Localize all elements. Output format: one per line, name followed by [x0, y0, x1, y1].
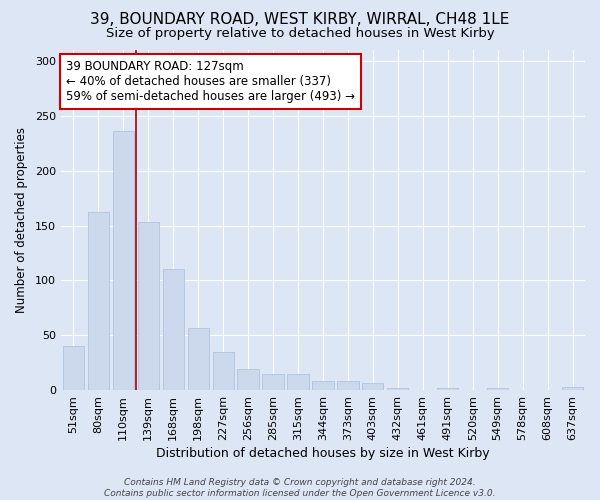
Bar — [262, 374, 284, 390]
Bar — [437, 388, 458, 390]
Bar — [212, 352, 234, 390]
Bar — [313, 382, 334, 390]
Bar — [63, 346, 84, 390]
Bar — [562, 387, 583, 390]
Bar — [113, 131, 134, 390]
Bar — [88, 212, 109, 390]
Bar — [238, 369, 259, 390]
Y-axis label: Number of detached properties: Number of detached properties — [15, 127, 28, 313]
Bar — [287, 374, 308, 390]
X-axis label: Distribution of detached houses by size in West Kirby: Distribution of detached houses by size … — [156, 447, 490, 460]
Bar — [163, 270, 184, 390]
Bar — [487, 388, 508, 390]
Bar — [137, 222, 159, 390]
Bar — [387, 388, 409, 390]
Bar — [188, 328, 209, 390]
Text: Size of property relative to detached houses in West Kirby: Size of property relative to detached ho… — [106, 28, 494, 40]
Bar — [362, 384, 383, 390]
Text: 39 BOUNDARY ROAD: 127sqm
← 40% of detached houses are smaller (337)
59% of semi-: 39 BOUNDARY ROAD: 127sqm ← 40% of detach… — [66, 60, 355, 103]
Text: 39, BOUNDARY ROAD, WEST KIRBY, WIRRAL, CH48 1LE: 39, BOUNDARY ROAD, WEST KIRBY, WIRRAL, C… — [91, 12, 509, 28]
Text: Contains HM Land Registry data © Crown copyright and database right 2024.
Contai: Contains HM Land Registry data © Crown c… — [104, 478, 496, 498]
Bar — [337, 382, 359, 390]
